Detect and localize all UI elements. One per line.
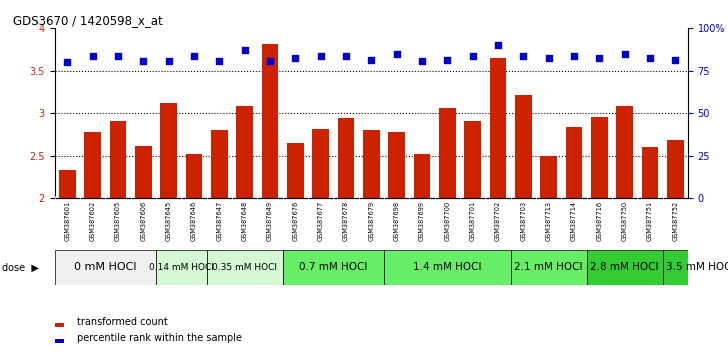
- Bar: [490, 58, 506, 198]
- Text: 0.14 mM HOCl: 0.14 mM HOCl: [149, 263, 214, 272]
- Bar: [110, 121, 126, 198]
- Bar: [55, 250, 156, 285]
- Text: 1.4 mM HOCl: 1.4 mM HOCl: [413, 262, 481, 272]
- Bar: [510, 250, 587, 285]
- Point: [467, 53, 478, 59]
- Bar: [282, 250, 384, 285]
- Point: [138, 58, 149, 63]
- Text: GSM387645: GSM387645: [165, 201, 172, 241]
- Text: GSM387679: GSM387679: [368, 201, 374, 241]
- Bar: [338, 118, 355, 198]
- Text: GSM387647: GSM387647: [216, 201, 222, 241]
- Point: [441, 57, 453, 63]
- Text: GSM387606: GSM387606: [141, 201, 146, 241]
- Text: GSM387699: GSM387699: [419, 201, 425, 241]
- Bar: [515, 95, 531, 198]
- Text: transformed count: transformed count: [77, 317, 168, 327]
- Text: GSM387716: GSM387716: [596, 201, 602, 241]
- Point: [492, 42, 504, 48]
- Point: [670, 57, 681, 63]
- Point: [518, 53, 529, 59]
- Bar: [591, 117, 608, 198]
- Text: GSM387751: GSM387751: [647, 201, 653, 241]
- Point: [568, 53, 579, 59]
- Point: [391, 51, 403, 57]
- Text: GSM387649: GSM387649: [267, 201, 273, 241]
- Bar: [439, 108, 456, 198]
- Point: [61, 59, 73, 65]
- Bar: [59, 170, 76, 198]
- Bar: [414, 154, 430, 198]
- Text: 0 mM HOCl: 0 mM HOCl: [74, 262, 137, 272]
- Text: 2.1 mM HOCl: 2.1 mM HOCl: [515, 262, 583, 272]
- Text: GSM387702: GSM387702: [495, 201, 501, 241]
- Bar: [587, 250, 662, 285]
- Bar: [261, 44, 278, 198]
- Point: [290, 55, 301, 61]
- Text: GSM387701: GSM387701: [470, 201, 475, 241]
- Text: 0.7 mM HOCl: 0.7 mM HOCl: [299, 262, 368, 272]
- Bar: [211, 130, 228, 198]
- Text: GSM387648: GSM387648: [242, 201, 248, 241]
- Text: GSM387700: GSM387700: [444, 201, 451, 241]
- Bar: [641, 147, 658, 198]
- Bar: [388, 132, 405, 198]
- Bar: [363, 130, 379, 198]
- Text: GSM387676: GSM387676: [292, 201, 298, 241]
- Text: GSM387752: GSM387752: [672, 201, 678, 241]
- Bar: [662, 250, 728, 285]
- Text: 0.35 mM HOCl: 0.35 mM HOCl: [212, 263, 277, 272]
- Bar: [667, 141, 684, 198]
- Point: [188, 53, 199, 59]
- Text: GSM387646: GSM387646: [191, 201, 197, 241]
- Point: [543, 55, 555, 61]
- Text: GSM387605: GSM387605: [115, 201, 121, 241]
- Text: GSM387703: GSM387703: [521, 201, 526, 241]
- Text: GSM387714: GSM387714: [571, 201, 577, 241]
- Text: 3.5 mM HOCl: 3.5 mM HOCl: [666, 262, 728, 272]
- Point: [644, 55, 656, 61]
- Text: GSM387602: GSM387602: [90, 201, 95, 241]
- Point: [213, 58, 225, 63]
- Text: GSM387698: GSM387698: [394, 201, 400, 241]
- Point: [112, 53, 124, 59]
- Text: GSM387713: GSM387713: [545, 201, 552, 241]
- Text: 2.8 mM HOCl: 2.8 mM HOCl: [590, 262, 659, 272]
- Bar: [566, 127, 582, 198]
- Bar: [617, 107, 633, 198]
- Bar: [135, 145, 151, 198]
- Bar: [464, 121, 481, 198]
- Bar: [186, 154, 202, 198]
- Point: [593, 55, 605, 61]
- Text: GDS3670 / 1420598_x_at: GDS3670 / 1420598_x_at: [13, 14, 163, 27]
- Point: [314, 53, 326, 58]
- Bar: [312, 130, 329, 198]
- Bar: [156, 250, 207, 285]
- Bar: [287, 143, 304, 198]
- Text: dose  ▶: dose ▶: [2, 262, 39, 272]
- Bar: [237, 107, 253, 198]
- Point: [416, 58, 428, 63]
- Bar: [160, 103, 177, 198]
- Point: [163, 58, 175, 63]
- Point: [340, 53, 352, 59]
- Bar: [540, 156, 557, 198]
- Text: GSM387750: GSM387750: [622, 201, 628, 241]
- Bar: [84, 132, 101, 198]
- Bar: [207, 250, 282, 285]
- Text: percentile rank within the sample: percentile rank within the sample: [77, 333, 242, 343]
- Point: [365, 57, 377, 63]
- Bar: [384, 250, 510, 285]
- Text: GSM387677: GSM387677: [317, 201, 324, 241]
- Text: GSM387678: GSM387678: [343, 201, 349, 241]
- Point: [87, 53, 98, 59]
- Text: GSM387601: GSM387601: [64, 201, 71, 241]
- Point: [239, 47, 250, 52]
- Point: [264, 58, 276, 63]
- Point: [619, 51, 630, 57]
